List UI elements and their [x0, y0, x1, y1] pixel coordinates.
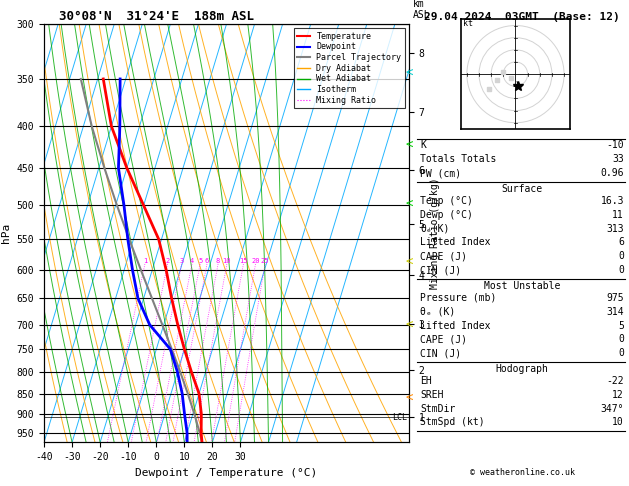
Text: 6: 6 — [205, 258, 209, 264]
Text: CAPE (J): CAPE (J) — [420, 251, 467, 261]
Text: SREH: SREH — [420, 390, 443, 400]
Text: <: < — [405, 319, 413, 332]
Text: Dewp (°C): Dewp (°C) — [420, 209, 473, 220]
Text: 4: 4 — [190, 258, 194, 264]
Text: 20: 20 — [251, 258, 260, 264]
Text: StmDir: StmDir — [420, 403, 455, 414]
Text: 6: 6 — [618, 237, 624, 247]
Text: 2: 2 — [165, 258, 170, 264]
Text: 0: 0 — [618, 265, 624, 275]
Text: -10: -10 — [606, 140, 624, 151]
Text: 1: 1 — [143, 258, 147, 264]
Text: © weatheronline.co.uk: © weatheronline.co.uk — [470, 468, 574, 477]
Text: 11: 11 — [612, 209, 624, 220]
Text: <: < — [405, 139, 413, 152]
Text: 33: 33 — [612, 155, 624, 164]
Text: 347°: 347° — [601, 403, 624, 414]
Text: Most Unstable: Most Unstable — [484, 281, 560, 291]
Text: Lifted Index: Lifted Index — [420, 321, 491, 330]
Text: 3: 3 — [179, 258, 184, 264]
Text: θₑ (K): θₑ (K) — [420, 307, 455, 317]
Text: Lifted Index: Lifted Index — [420, 237, 491, 247]
Text: <: < — [405, 198, 413, 210]
Text: CIN (J): CIN (J) — [420, 265, 461, 275]
Text: 0: 0 — [618, 251, 624, 261]
Text: K: K — [420, 140, 426, 151]
Text: Hodograph: Hodograph — [496, 364, 548, 374]
Text: PW (cm): PW (cm) — [420, 168, 461, 178]
Text: 29.04.2024  03GMT  (Base: 12): 29.04.2024 03GMT (Base: 12) — [424, 12, 620, 22]
Text: <: < — [405, 392, 413, 405]
Text: 10: 10 — [223, 258, 231, 264]
Text: CIN (J): CIN (J) — [420, 348, 461, 358]
Text: 313: 313 — [606, 224, 624, 234]
Text: 8: 8 — [216, 258, 220, 264]
Text: StmSpd (kt): StmSpd (kt) — [420, 417, 485, 428]
Text: Temp (°C): Temp (°C) — [420, 196, 473, 206]
Y-axis label: hPa: hPa — [1, 223, 11, 243]
Text: 16.3: 16.3 — [601, 196, 624, 206]
Text: CAPE (J): CAPE (J) — [420, 334, 467, 345]
Text: 0: 0 — [618, 334, 624, 345]
Text: 5: 5 — [198, 258, 203, 264]
Text: <: < — [405, 67, 413, 79]
Text: 25: 25 — [261, 258, 269, 264]
Text: 314: 314 — [606, 307, 624, 317]
Text: 5: 5 — [618, 321, 624, 330]
Text: LCL: LCL — [392, 413, 408, 421]
Text: 15: 15 — [239, 258, 248, 264]
Text: kt: kt — [463, 18, 473, 28]
Text: 0: 0 — [618, 348, 624, 358]
X-axis label: Dewpoint / Temperature (°C): Dewpoint / Temperature (°C) — [135, 468, 318, 478]
Text: -22: -22 — [606, 376, 624, 386]
Text: 10: 10 — [612, 417, 624, 428]
Text: EH: EH — [420, 376, 432, 386]
Text: 975: 975 — [606, 293, 624, 303]
Text: Totals Totals: Totals Totals — [420, 155, 496, 164]
Text: km
ASL: km ASL — [413, 0, 430, 20]
Text: <: < — [405, 256, 413, 269]
Text: Pressure (mb): Pressure (mb) — [420, 293, 496, 303]
Text: Surface: Surface — [501, 184, 543, 194]
Text: θₑ(K): θₑ(K) — [420, 224, 450, 234]
Y-axis label: Mixing Ratio (g/kg): Mixing Ratio (g/kg) — [430, 177, 440, 289]
Legend: Temperature, Dewpoint, Parcel Trajectory, Dry Adiabat, Wet Adiabat, Isotherm, Mi: Temperature, Dewpoint, Parcel Trajectory… — [294, 29, 404, 108]
Text: 12: 12 — [612, 390, 624, 400]
Text: 30°08'N  31°24'E  188m ASL: 30°08'N 31°24'E 188m ASL — [44, 10, 254, 23]
Text: 0.96: 0.96 — [601, 168, 624, 178]
